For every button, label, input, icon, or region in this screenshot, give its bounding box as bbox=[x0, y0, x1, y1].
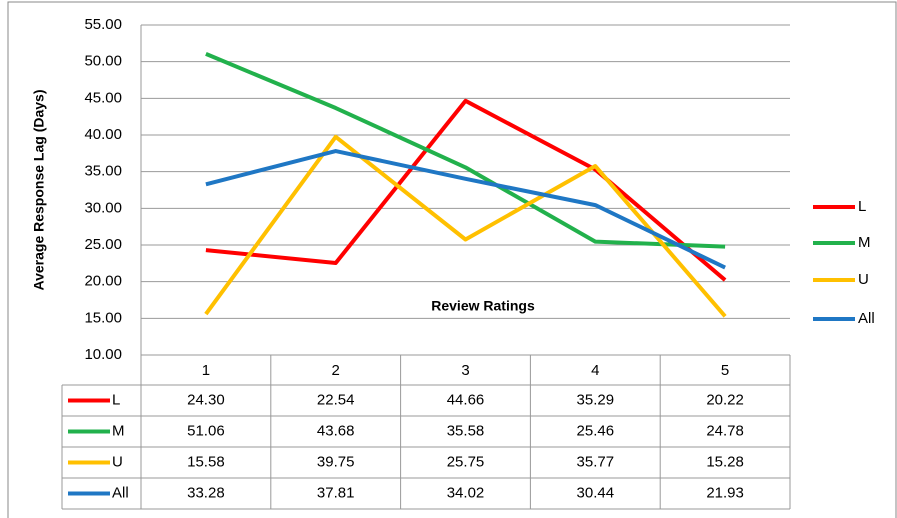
series-line bbox=[205, 149, 726, 270]
table-row-label: M bbox=[112, 422, 125, 439]
table-cell: 35.58 bbox=[447, 422, 485, 439]
table-cell: 24.30 bbox=[187, 391, 225, 408]
legend-label: L bbox=[858, 198, 866, 215]
y-tick-label: 45.00 bbox=[84, 89, 122, 106]
table-cell: 34.02 bbox=[447, 484, 485, 501]
table-cell: 25.75 bbox=[447, 453, 485, 470]
legend-label: U bbox=[858, 271, 869, 288]
table-cell: 43.68 bbox=[317, 422, 355, 439]
y-tick-label: 25.00 bbox=[84, 236, 122, 253]
series-line bbox=[205, 52, 726, 249]
table-cell: 35.77 bbox=[577, 453, 615, 470]
y-tick-label: 30.00 bbox=[84, 199, 122, 216]
table-cell: 25.46 bbox=[577, 422, 615, 439]
y-tick-label: 55.00 bbox=[84, 16, 122, 33]
table-row-label: U bbox=[112, 453, 123, 470]
series-line bbox=[204, 134, 727, 318]
legend-label: M bbox=[858, 234, 871, 251]
table-cell: 35.29 bbox=[577, 391, 615, 408]
table-cell: 33.28 bbox=[187, 484, 225, 501]
y-tick-label: 10.00 bbox=[84, 346, 122, 363]
table-row-label: All bbox=[112, 484, 129, 501]
y-tick-label: 35.00 bbox=[84, 163, 122, 180]
table-cell: 15.58 bbox=[187, 453, 225, 470]
x-axis-title: Review Ratings bbox=[431, 298, 535, 314]
table-cell: 20.22 bbox=[706, 391, 744, 408]
legend-label: All bbox=[858, 310, 875, 327]
y-tick-label: 50.00 bbox=[84, 53, 122, 70]
table-cell: 24.78 bbox=[706, 422, 744, 439]
x-tick-label: 2 bbox=[332, 362, 340, 379]
table-cell: 15.28 bbox=[706, 453, 744, 470]
table-cell: 39.75 bbox=[317, 453, 355, 470]
x-tick-label: 5 bbox=[721, 362, 729, 379]
x-tick-label: 3 bbox=[461, 362, 469, 379]
series-line bbox=[205, 98, 727, 282]
table-row-label: L bbox=[112, 391, 120, 408]
table-cell: 37.81 bbox=[317, 484, 355, 501]
y-tick-label: 20.00 bbox=[84, 273, 122, 290]
x-tick-label: 4 bbox=[591, 362, 599, 379]
table-cell: 51.06 bbox=[187, 422, 225, 439]
chart-frame bbox=[7, 1, 897, 518]
x-tick-label: 1 bbox=[202, 362, 210, 379]
table-cell: 21.93 bbox=[706, 484, 744, 501]
y-tick-label: 15.00 bbox=[84, 309, 122, 326]
table-cell: 22.54 bbox=[317, 391, 355, 408]
y-axis-title: Average Response Lag (Days) bbox=[31, 90, 47, 291]
table-cell: 44.66 bbox=[447, 391, 485, 408]
y-tick-label: 40.00 bbox=[84, 126, 122, 143]
table-cell: 30.44 bbox=[577, 484, 615, 501]
